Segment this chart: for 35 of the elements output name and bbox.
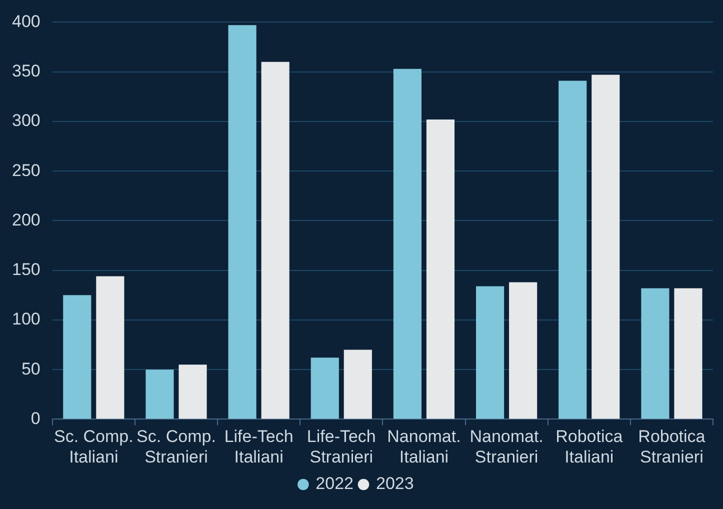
x-tick-label: Robotica Stranieri — [638, 427, 706, 466]
bar — [592, 74, 620, 419]
bar — [146, 370, 174, 419]
legend-label: 2022 — [316, 474, 354, 494]
x-tick-label: Nanomat. Italiani — [387, 427, 461, 466]
bar — [344, 350, 372, 419]
bar — [509, 282, 538, 419]
bar — [310, 358, 339, 419]
y-tick-label: 150 — [12, 260, 40, 280]
bar — [393, 68, 422, 419]
x-tick-label: Nanomat. Stranieri — [470, 427, 544, 466]
bar — [228, 25, 256, 419]
y-tick-label: 0 — [30, 408, 40, 428]
y-tick-label: 300 — [12, 111, 40, 130]
x-tick-label: Life-Tech Italiani — [224, 427, 294, 466]
y-tick-label: 400 — [12, 12, 40, 31]
bar — [178, 364, 207, 419]
bar — [261, 62, 290, 419]
bar — [641, 288, 670, 419]
x-tick-label: Sc. Comp. Stranieri — [136, 427, 216, 466]
x-tick-label: Robotica Italiani — [556, 427, 624, 466]
y-tick-label: 100 — [12, 310, 40, 329]
bar — [426, 119, 455, 419]
bar — [63, 295, 92, 419]
y-tick-label: 250 — [12, 160, 40, 180]
bar — [96, 276, 124, 419]
x-tick-label: Sc. Comp. Italiani — [54, 427, 134, 466]
y-tick-label: 350 — [12, 62, 40, 81]
bar — [476, 286, 504, 419]
legend-label: 2023 — [376, 474, 414, 494]
x-tick-label: Life-Tech Stranieri — [306, 427, 376, 466]
bar — [558, 80, 587, 419]
y-tick-label: 200 — [12, 210, 40, 230]
y-tick-label: 50 — [21, 359, 40, 378]
bar — [674, 288, 702, 419]
